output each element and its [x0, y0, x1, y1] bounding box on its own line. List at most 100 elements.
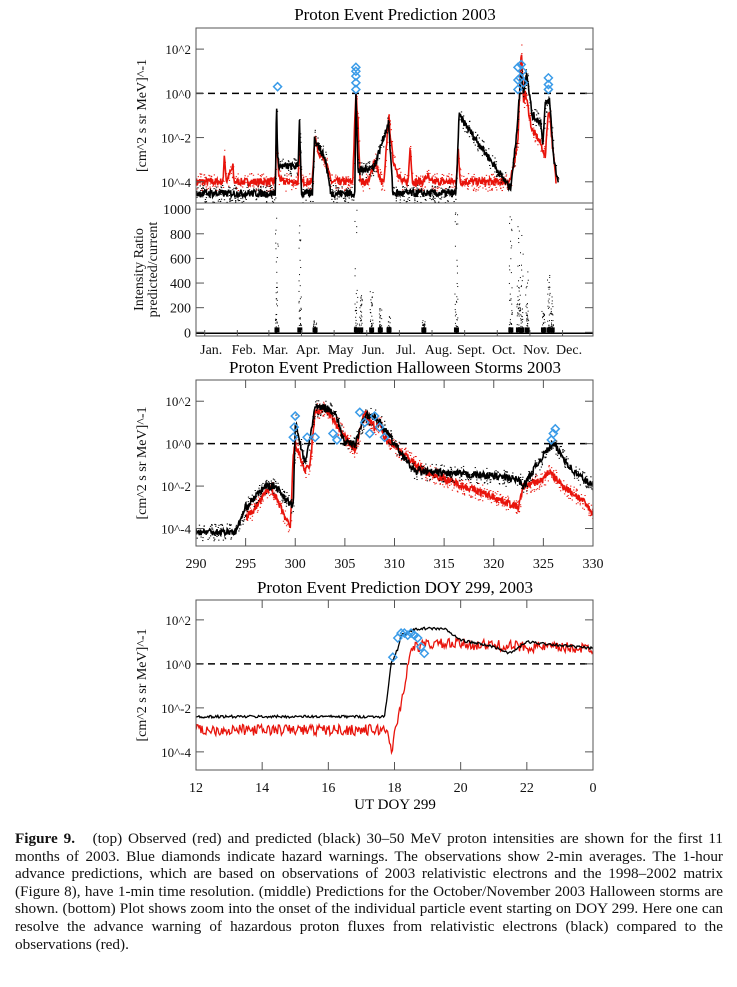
data-point: [539, 485, 541, 487]
data-point: [294, 459, 296, 461]
data-point: [241, 520, 243, 522]
data-point: [381, 416, 383, 418]
data-point: [232, 176, 234, 178]
data-point: [546, 134, 548, 136]
data-point: [590, 504, 593, 506]
ratio-point: [519, 307, 521, 309]
ratio-point: [371, 304, 373, 306]
data-point: [344, 197, 346, 199]
ratio-point: [509, 269, 511, 271]
data-point: [292, 186, 295, 188]
ratio-cluster: [377, 327, 383, 333]
data-point: [544, 149, 546, 151]
data-point: [224, 161, 226, 163]
figure-caption: Figure 9. (top) Observed (red) and predi…: [15, 830, 723, 953]
ratio-point: [549, 294, 551, 296]
ratio-point: [354, 310, 356, 312]
data-point: [201, 192, 203, 194]
data-point: [429, 479, 431, 481]
data-point: [330, 186, 332, 188]
data-point: [447, 477, 449, 479]
data-point: [505, 175, 507, 177]
data-point: [251, 515, 254, 517]
data-point: [440, 476, 442, 478]
ratio-point: [275, 242, 277, 244]
data-point: [468, 136, 471, 138]
data-point: [451, 475, 453, 477]
data-point: [248, 503, 250, 505]
data-point: [446, 175, 448, 177]
data-point: [454, 484, 457, 486]
ratio-point: [526, 319, 528, 321]
data-point: [455, 486, 458, 488]
data-point: [463, 473, 466, 475]
data-point: [501, 498, 504, 500]
data-point: [578, 473, 580, 475]
data-point: [279, 170, 282, 172]
data-point: [471, 176, 473, 178]
data-point: [357, 159, 360, 161]
data-point: [407, 198, 409, 200]
data-point: [464, 121, 466, 123]
data-point: [309, 200, 312, 202]
warning-diamond: [379, 432, 390, 443]
data-point: [401, 458, 404, 460]
data-point: [374, 160, 376, 162]
data-point: [392, 437, 394, 439]
ratio-point: [360, 305, 362, 307]
data-point: [482, 500, 484, 502]
data-point: [417, 467, 420, 469]
data-point: [591, 514, 593, 516]
ratio-point: [510, 323, 512, 325]
data-point: [453, 201, 455, 203]
data-point: [331, 414, 334, 416]
data-point: [477, 134, 479, 136]
ratio-point: [542, 317, 544, 319]
data-point: [396, 454, 398, 456]
data-point: [356, 437, 358, 439]
data-point: [353, 441, 355, 443]
data-point: [534, 131, 536, 133]
data-point: [300, 444, 302, 446]
warning-diamond: [412, 632, 423, 644]
data-point: [386, 129, 388, 131]
ratio-point: [457, 298, 459, 300]
data-point: [528, 119, 530, 121]
data-point: [213, 201, 216, 203]
data-point: [292, 481, 294, 483]
data-point: [274, 485, 277, 487]
data-point: [247, 508, 249, 510]
data-point: [243, 182, 245, 184]
data-point: [433, 200, 436, 202]
data-point: [410, 147, 412, 149]
data-point: [463, 493, 465, 495]
data-point: [454, 478, 457, 480]
data-point: [202, 187, 204, 189]
data-point: [485, 477, 487, 479]
data-point: [404, 174, 406, 176]
data-point: [209, 186, 211, 188]
ratio-point: [361, 298, 363, 300]
data-point: [209, 535, 212, 537]
data-point: [546, 111, 548, 113]
y-tick-label: 10^2: [165, 394, 191, 409]
data-point: [458, 479, 460, 481]
data-point: [214, 185, 216, 187]
data-point: [527, 476, 529, 478]
ratio-point: [547, 300, 549, 302]
data-point: [533, 129, 535, 131]
ratio-point: [456, 319, 458, 321]
data-point: [261, 182, 263, 184]
data-point: [565, 462, 568, 464]
data-point: [211, 181, 213, 183]
data-point: [229, 193, 232, 195]
month-label: Nov.: [523, 343, 550, 358]
data-point: [507, 497, 510, 499]
data-point: [357, 434, 359, 436]
month-label: Aug.: [425, 343, 453, 358]
data-point: [463, 122, 466, 124]
data-point: [220, 182, 222, 184]
data-point: [575, 490, 577, 492]
ratio-point: [456, 301, 458, 303]
data-point: [257, 173, 259, 175]
